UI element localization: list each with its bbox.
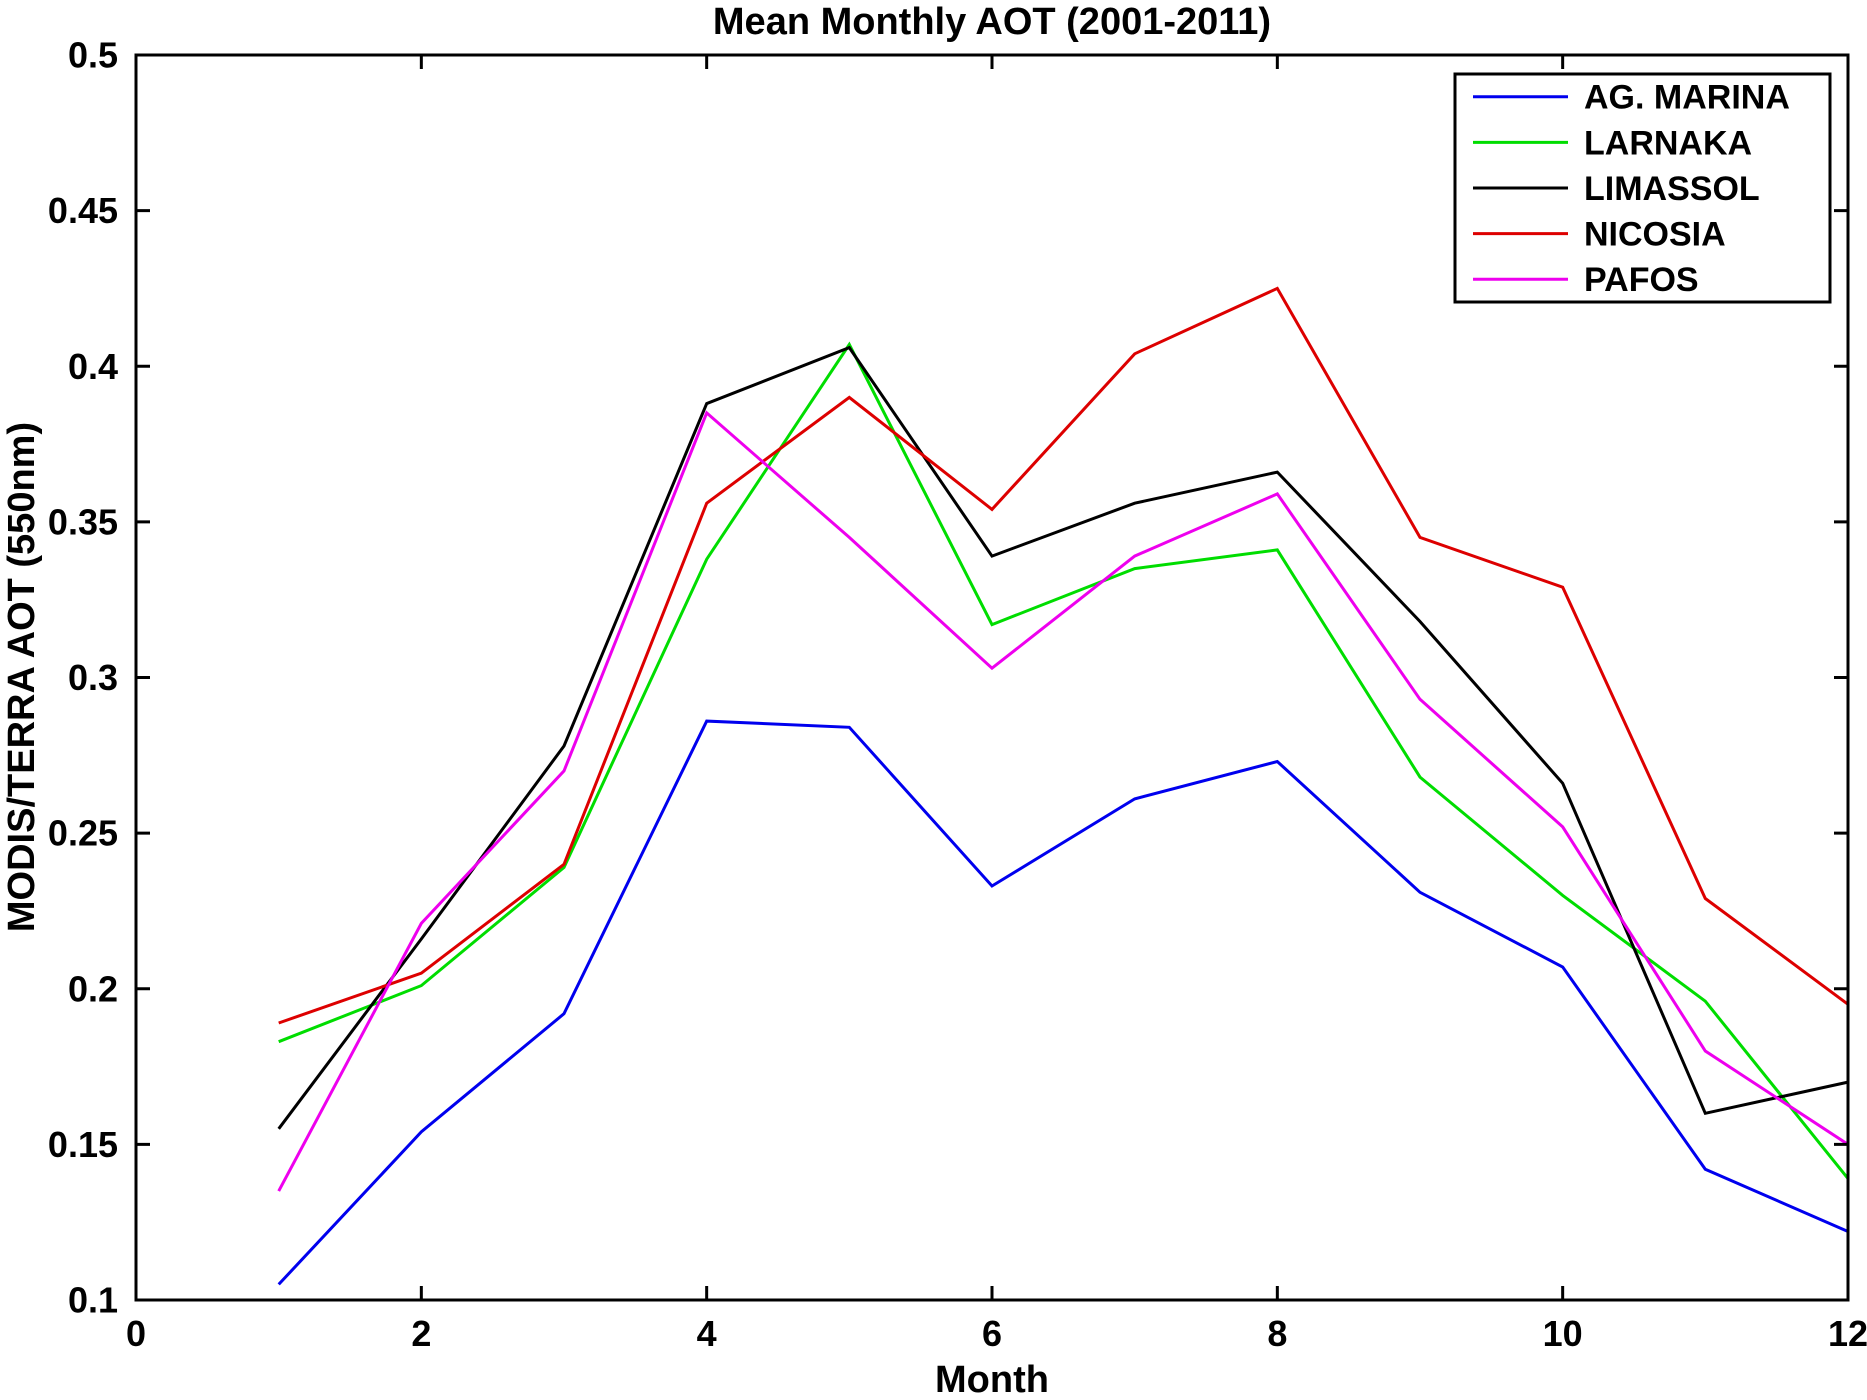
x-tick-label: 0 bbox=[126, 1313, 146, 1354]
series-line-limassol bbox=[277, 345, 1849, 1130]
x-tick-label: 10 bbox=[1543, 1313, 1583, 1354]
series-line-nicosia bbox=[278, 286, 1849, 1025]
y-tick-label: 0.1 bbox=[68, 1280, 118, 1321]
legend-label-1: AG. MARINA bbox=[1584, 79, 1790, 117]
y-tick-label: 0.4 bbox=[68, 346, 118, 387]
legend-label-2: LARNAKA bbox=[1584, 124, 1752, 162]
legend-label-5: PAFOS bbox=[1584, 261, 1699, 299]
x-tick-label: 4 bbox=[697, 1313, 717, 1354]
y-tick-label: 0.2 bbox=[68, 968, 118, 1009]
y-tick-label: 0.25 bbox=[48, 813, 118, 854]
legend-box bbox=[1453, 72, 1832, 304]
legend: AG. MARINA LARNAKA LIMASSOL NICOSIA PAFOS bbox=[1453, 72, 1832, 304]
plot-layer: 0 2 4 6 8 10 12 0.1 0.15 0.2 0.25 0.3 0.35 0.4 0.45 0.5 bbox=[48, 35, 1867, 1354]
series-line-ag-marina bbox=[277, 719, 1849, 1286]
x-tick-label: 6 bbox=[982, 1313, 1002, 1354]
y-tick-label: 0.35 bbox=[48, 501, 118, 542]
x-tick-label: 2 bbox=[411, 1313, 431, 1354]
series-line-larnaka bbox=[278, 341, 1850, 1180]
series-line-pafos bbox=[277, 410, 1849, 1192]
chart-title: Mean Monthly AOT (2001-2011) bbox=[713, 1, 1271, 43]
legend-label-3: LIMASSOL bbox=[1584, 170, 1760, 208]
x-tick-label: 8 bbox=[1267, 1313, 1287, 1354]
y-tick-label: 0.5 bbox=[68, 35, 118, 76]
y-tick-label: 0.15 bbox=[48, 1124, 118, 1165]
y-tick-label: 0.45 bbox=[48, 190, 118, 231]
x-axis-label: Month bbox=[935, 1359, 1049, 1400]
x-tick-label: 12 bbox=[1828, 1313, 1867, 1354]
legend-label-4: NICOSIA bbox=[1584, 216, 1726, 254]
y-tick-label: 0.3 bbox=[68, 657, 118, 698]
y-axis-label: MODIS/TERRA AOT (550nm) bbox=[1, 422, 43, 932]
